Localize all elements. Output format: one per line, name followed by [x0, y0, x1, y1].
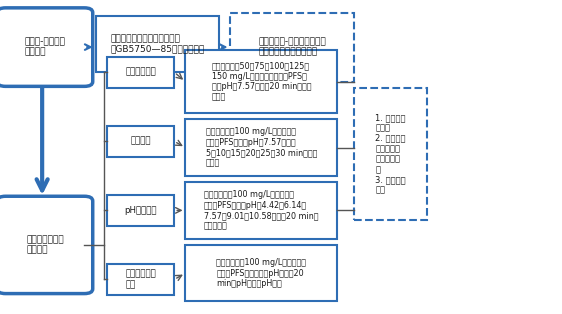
Bar: [96, 16, 219, 72]
Text: 透光率-浊度标准
曲线绘制: 透光率-浊度标准 曲线绘制: [25, 37, 65, 57]
FancyBboxPatch shape: [230, 13, 354, 82]
Text: 腐蚀性及净水
机理: 腐蚀性及净水 机理: [125, 270, 156, 289]
Bar: [185, 50, 337, 113]
Text: 检测投入量为100 mg/L的明矾、硫
酸铁、PFS在相近初始pH下静置20
min的pH变化及pH曲线: 检测投入量为100 mg/L的明矾、硫 酸铁、PFS在相近初始pH下静置20 m…: [216, 258, 306, 288]
Text: pH适应范围: pH适应范围: [124, 206, 157, 215]
Text: 常见混凝剂净水
效果比较: 常见混凝剂净水 效果比较: [26, 235, 64, 255]
Bar: [185, 182, 337, 239]
Text: 《生活饮用水标准检验方法》
（GB5750—85）分光光度法: 《生活饮用水标准检验方法》 （GB5750—85）分光光度法: [110, 34, 205, 54]
Bar: [107, 264, 174, 295]
Bar: [185, 245, 337, 301]
Text: 混凝剂投入量: 混凝剂投入量: [125, 68, 156, 77]
Bar: [107, 57, 174, 88]
Bar: [185, 119, 337, 176]
Text: 拟合透光率-浊度标准曲线，
用于根据透光率计算浊度: 拟合透光率-浊度标准曲线， 用于根据透光率计算浊度: [259, 37, 326, 57]
Text: 净水效率: 净水效率: [130, 137, 151, 146]
Bar: [107, 126, 174, 157]
FancyBboxPatch shape: [354, 88, 427, 220]
Text: 1. 找出最佳
混凝剂
2. 找出不同
种类混凝剂
的最佳投入
量
3. 分析净水
机理: 1. 找出最佳 混凝剂 2. 找出不同 种类混凝剂 的最佳投入 量 3. 分析净…: [375, 113, 406, 195]
Bar: [107, 195, 174, 226]
Text: 检测投入量为100 mg/L的明矾、硫
酸铁、PFS在初始pH为4.42、6.14、
7.57、9.01、10.58下静置20 min的
浊度去除率: 检测投入量为100 mg/L的明矾、硫 酸铁、PFS在初始pH为4.42、6.1…: [204, 190, 319, 230]
FancyBboxPatch shape: [0, 8, 93, 86]
Text: 检测投入量为50、75、100、125、
150 mg/L的明矾、硫酸铁、PFS在
初始pH为7.57下静置20 min的浊度
去除率: 检测投入量为50、75、100、125、 150 mg/L的明矾、硫酸铁、PFS…: [211, 62, 311, 102]
FancyBboxPatch shape: [0, 196, 93, 294]
Text: 检测投入量为100 mg/L的明矾、硫
酸铁、PFS在初始pH为7.57下静置
5、10、15、20、25、30 min的浊度
去除率: 检测投入量为100 mg/L的明矾、硫 酸铁、PFS在初始pH为7.57下静置 …: [206, 127, 317, 168]
